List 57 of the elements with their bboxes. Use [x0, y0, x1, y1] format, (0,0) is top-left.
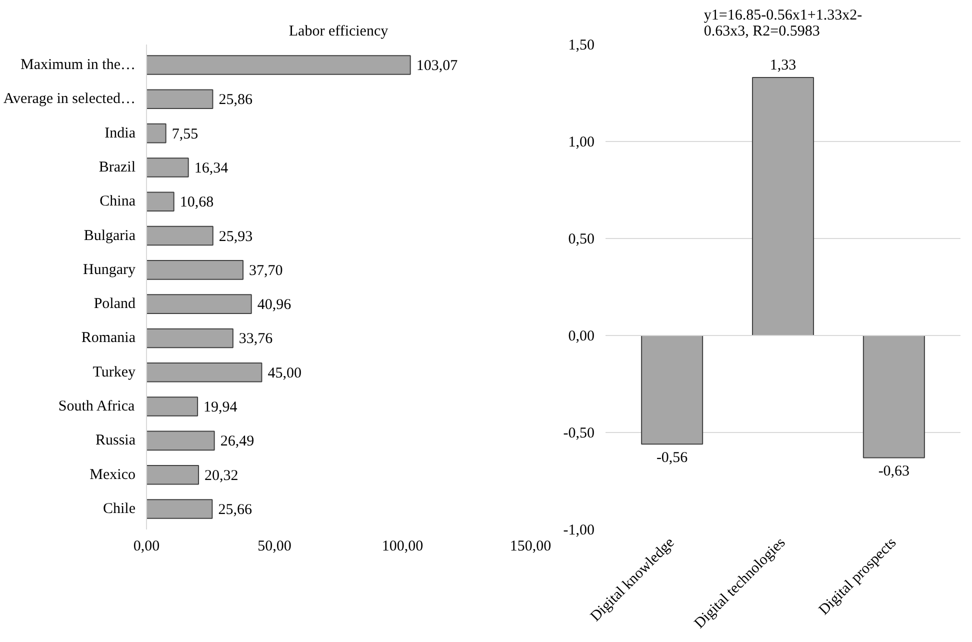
y-tick-label: -0,50	[563, 426, 595, 442]
bar	[146, 55, 411, 75]
data-label: 103,07	[416, 58, 458, 74]
bar	[146, 123, 166, 144]
bar	[146, 464, 200, 485]
bar	[146, 499, 213, 519]
y-tick-label: Turkey	[92, 364, 136, 380]
data-label: 33,76	[238, 331, 274, 348]
bar	[146, 192, 174, 212]
y-tick-label: India	[104, 125, 136, 142]
bar	[146, 396, 198, 416]
data-label: 16,34	[194, 160, 229, 176]
data-label: -0,63	[878, 464, 910, 480]
y-tick-label: 0,50	[568, 232, 594, 248]
x-tick-label: 150,00	[510, 538, 552, 554]
y-tick-label: China	[100, 194, 136, 210]
y-tick-label: 0,00	[568, 328, 594, 344]
y-tick-label: Romania	[81, 330, 136, 346]
bar	[146, 430, 215, 451]
data-label: -0,56	[656, 450, 688, 466]
y-tick-label: -1,00	[563, 522, 595, 538]
data-label: 40,96	[257, 297, 292, 314]
chart-title: Labor efficiency	[288, 24, 389, 40]
bar	[146, 89, 214, 110]
y-tick-label: South Africa	[58, 398, 136, 415]
data-label: 1,33	[770, 57, 796, 74]
y-tick-label: Hungary	[83, 262, 136, 278]
x-tick-label: 100,00	[382, 538, 424, 554]
data-label: 25,66	[218, 502, 252, 518]
y-tick-label: Average in selected…	[3, 91, 136, 108]
data-label: 10,68	[180, 194, 214, 211]
data-label: 25,93	[218, 228, 253, 245]
y-tick-label: Bulgaria	[84, 228, 136, 244]
data-label: 19,94	[204, 400, 238, 416]
y-tick-label: Mexico	[90, 466, 136, 483]
x-tick-label: 0,00	[133, 538, 160, 554]
data-label: 20,32	[204, 468, 238, 484]
y-tick-label: 1,00	[568, 134, 594, 150]
chart-title: y1=16.85-0.56x1+1.33x2- 0.63x3, R2=0.5983	[704, 8, 862, 40]
y-tick-label: Russia	[95, 432, 136, 449]
x-tick-label: 50,00	[258, 538, 292, 554]
bar	[146, 362, 262, 382]
y-tick-label: Maximum in the…	[20, 56, 136, 73]
data-label: 26,49	[220, 434, 254, 450]
data-label: 25,86	[218, 92, 253, 108]
bar	[146, 294, 252, 314]
bar	[146, 260, 244, 280]
y-tick-label: Brazil	[98, 159, 136, 176]
bar	[146, 226, 214, 246]
y-tick-label: Chile	[103, 501, 136, 518]
data-label: 7,55	[172, 126, 198, 142]
bar	[146, 158, 189, 178]
data-label: 45,00	[268, 365, 302, 382]
bar	[146, 328, 234, 348]
data-label: 37,70	[249, 262, 283, 279]
y-tick-label: 1,50	[568, 38, 594, 54]
y-tick-label: Poland	[94, 296, 136, 312]
